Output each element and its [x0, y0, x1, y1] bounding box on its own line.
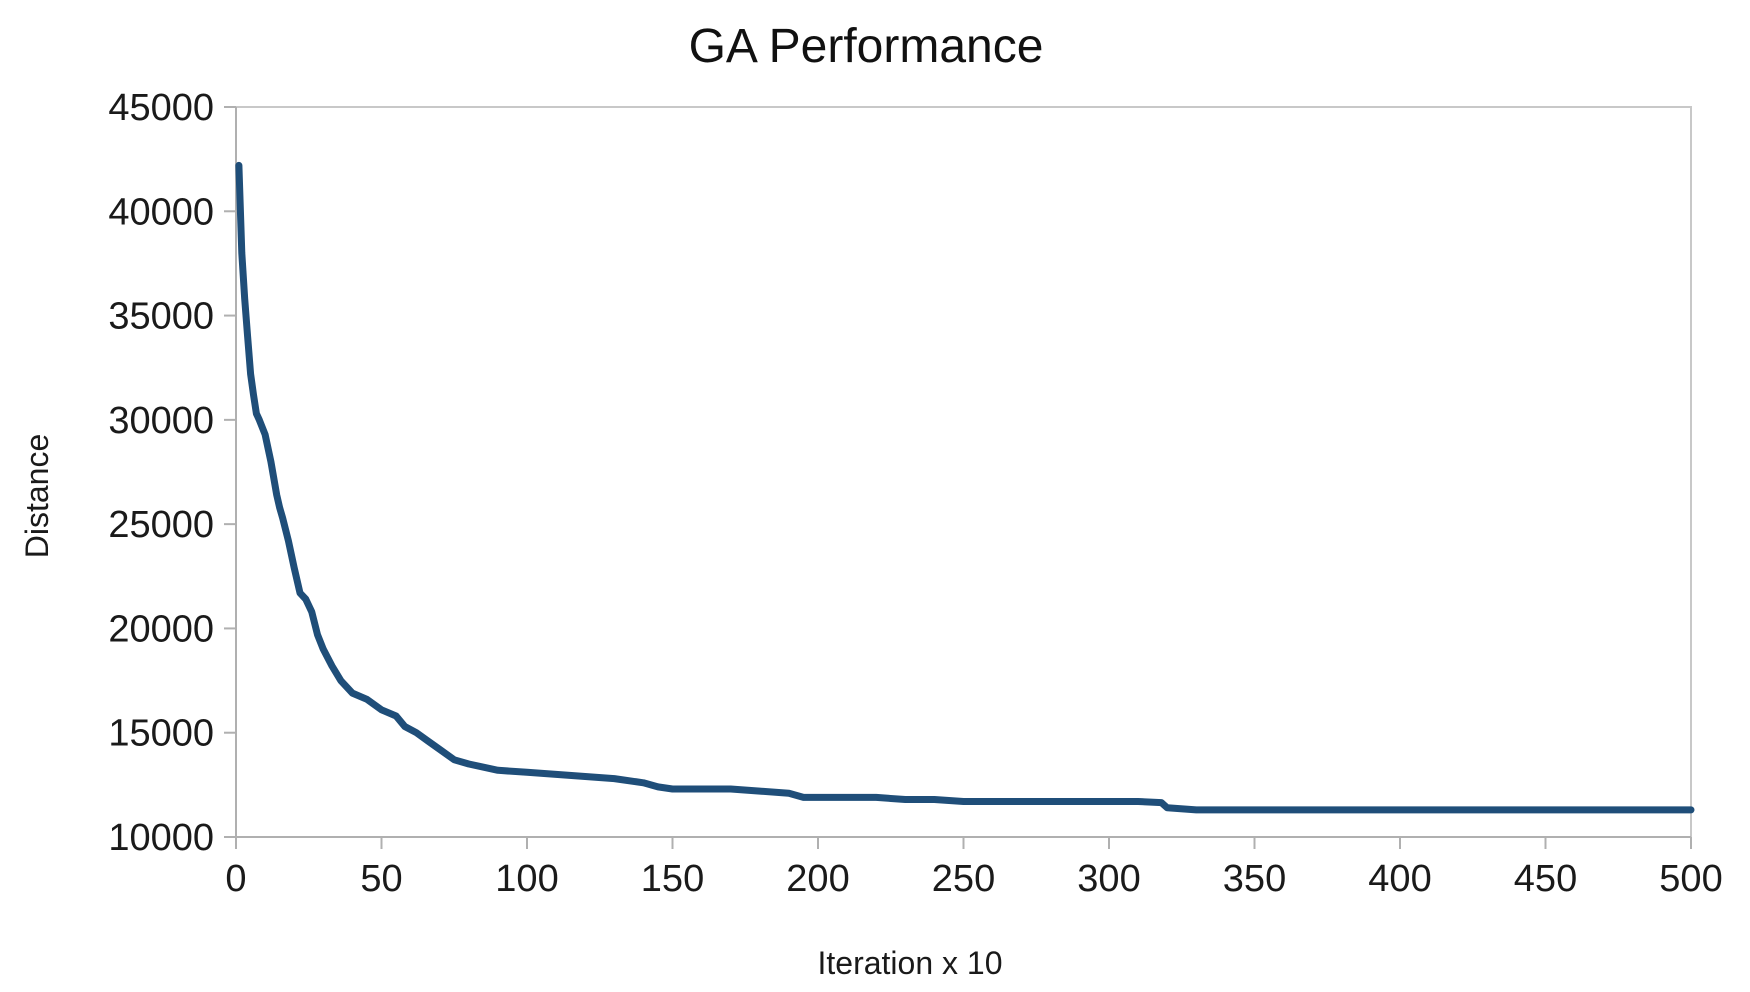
- y-axis-title: Distance: [19, 434, 55, 559]
- chart-title: GA Performance: [689, 20, 1044, 73]
- y-tick-label: 25000: [108, 504, 214, 546]
- x-tick-label: 400: [1368, 858, 1431, 900]
- y-tick-label: 20000: [108, 608, 214, 650]
- x-tick-label: 350: [1223, 858, 1286, 900]
- x-tick-label: 450: [1514, 858, 1577, 900]
- x-tick-label: 0: [225, 858, 246, 900]
- y-tick-label: 30000: [108, 400, 214, 442]
- series-line: [235, 161, 1695, 814]
- y-tick-label: 15000: [108, 713, 214, 755]
- x-tick-label: 50: [360, 858, 402, 900]
- y-tick-label: 45000: [108, 87, 214, 129]
- y-tick-label: 35000: [108, 296, 214, 338]
- x-tick-label: 250: [932, 858, 995, 900]
- tick-labels: 10000 15000 20000 25000 30000 35000 40000 45000…: [108, 87, 1722, 900]
- x-tick-label: 150: [641, 858, 704, 900]
- x-tick-label: 200: [786, 858, 849, 900]
- y-tick-label: 40000: [108, 191, 214, 233]
- plot-frame: [235, 106, 1692, 838]
- series-layer: [235, 161, 1695, 814]
- x-axis-title: Iteration x 10: [818, 945, 1003, 981]
- axes: [224, 106, 1692, 849]
- y-tick-label: 10000: [108, 817, 214, 859]
- x-tick-label: 500: [1659, 858, 1722, 900]
- x-tick-label: 100: [495, 858, 558, 900]
- x-tick-label: 300: [1077, 858, 1140, 900]
